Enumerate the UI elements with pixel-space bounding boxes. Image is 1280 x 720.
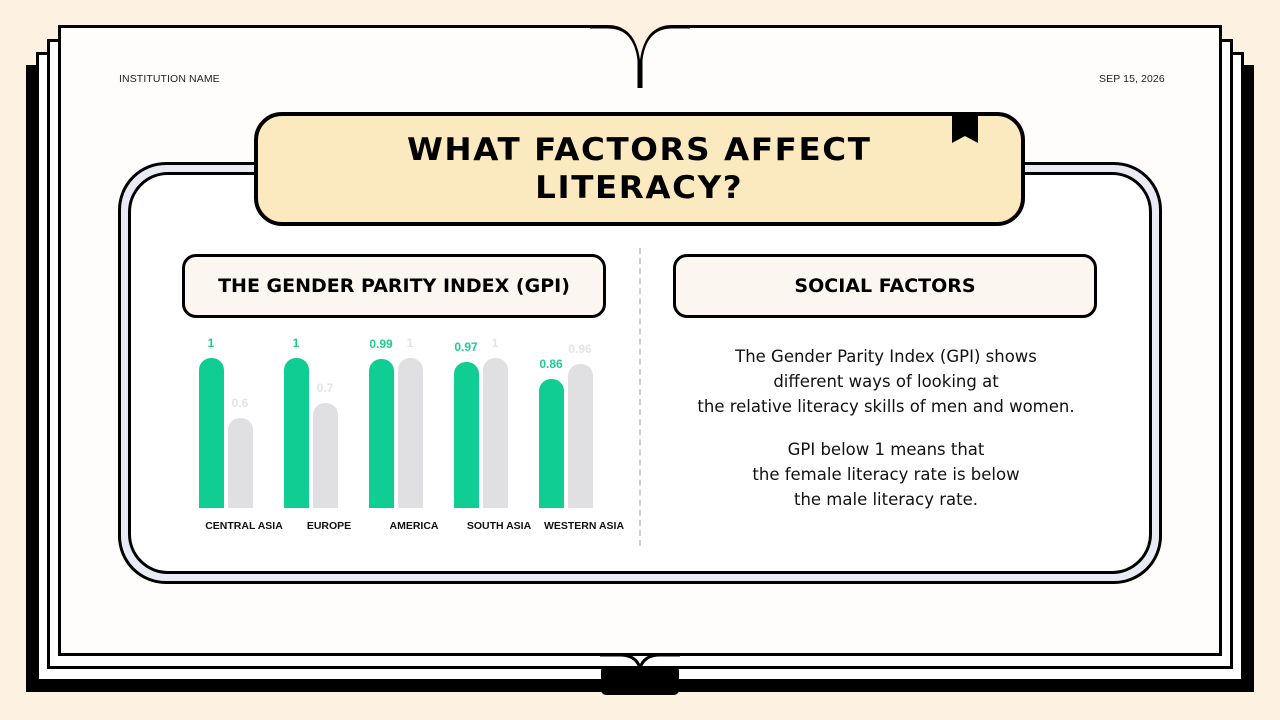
gpi-description: The Gender Parity Index (GPI) shows diff… bbox=[697, 347, 1075, 416]
bar-series-2 bbox=[228, 418, 253, 508]
date-label: SEP 15, 2026 bbox=[1099, 73, 1165, 85]
title-banner: WHAT FACTORS AFFECT LITERACY? bbox=[254, 112, 1025, 226]
bar-value-label: 0.86 bbox=[539, 357, 563, 371]
bar-group: 1 0.7 EUROPE bbox=[284, 330, 374, 540]
category-label: WESTERN ASIA bbox=[543, 520, 625, 532]
bar-value-label: 0.97 bbox=[454, 340, 478, 354]
bar-value-label: 1 bbox=[406, 336, 414, 350]
bar-value-label: 1 bbox=[292, 336, 300, 350]
bookmark-icon bbox=[952, 112, 978, 143]
column-divider bbox=[639, 248, 641, 546]
bar-value-label: 0.99 bbox=[369, 337, 393, 351]
bar-value-label: 0.6 bbox=[231, 396, 249, 410]
bar-series-1 bbox=[454, 362, 479, 508]
category-label: EUROPE bbox=[306, 520, 352, 532]
bar-group: 0.99 1 AMERICA bbox=[369, 330, 459, 540]
bar-series-2 bbox=[313, 403, 338, 508]
bar-value-label: 0.7 bbox=[316, 381, 334, 395]
bar-series-1 bbox=[284, 358, 309, 508]
category-label: AMERICA bbox=[389, 520, 439, 532]
bar-group: 0.97 1 SOUTH ASIA bbox=[454, 330, 544, 540]
bar-series-2 bbox=[398, 358, 423, 508]
social-factors-heading: SOCIAL FACTORS bbox=[673, 254, 1097, 318]
bar-series-1 bbox=[199, 358, 224, 508]
institution-name: INSTITUTION NAME bbox=[119, 73, 220, 85]
bar-value-label: 1 bbox=[491, 336, 499, 350]
category-label: SOUTH ASIA bbox=[466, 520, 532, 532]
bar-series-1 bbox=[369, 359, 394, 508]
bar-series-2 bbox=[568, 364, 593, 508]
gpi-heading: THE GENDER PARITY INDEX (GPI) bbox=[182, 254, 606, 318]
bar-value-label: 1 bbox=[207, 336, 215, 350]
page-title: WHAT FACTORS AFFECT LITERACY? bbox=[407, 132, 872, 206]
book-spine-bottom-icon bbox=[600, 653, 680, 695]
bar-series-1 bbox=[539, 379, 564, 508]
category-label: CENTRAL ASIA bbox=[205, 520, 283, 532]
bar-value-label: 0.96 bbox=[568, 342, 592, 356]
bar-group: 1 0.6 CENTRAL ASIA bbox=[199, 330, 289, 540]
gpi-explanation: GPI below 1 means that the female litera… bbox=[752, 440, 1020, 509]
bar-group: 0.86 0.96 WESTERN ASIA bbox=[539, 330, 629, 540]
book-spine-top-icon bbox=[590, 25, 690, 88]
gpi-bar-chart: 1 0.6 CENTRAL ASIA 1 0.7 EUROPE 0.99 1 AMERICA 0.… bbox=[180, 330, 624, 540]
bar-series-2 bbox=[483, 358, 508, 508]
